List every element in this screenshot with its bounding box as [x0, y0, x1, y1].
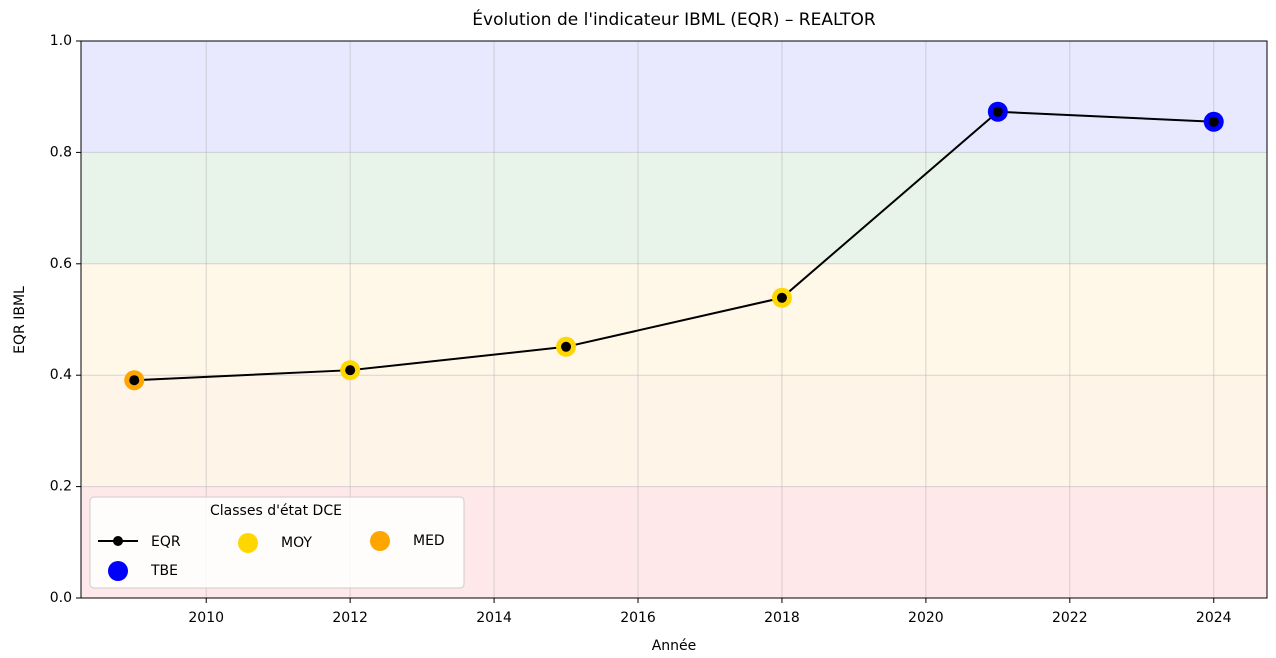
class-band — [81, 263, 1267, 376]
y-tick-label: 0.4 — [50, 367, 72, 383]
y-tick-label: 0.8 — [50, 144, 72, 160]
legend-marker — [370, 531, 390, 551]
series-line — [134, 110, 1214, 382]
legend-frame — [89, 496, 465, 589]
y-tick-label: 1.0 — [50, 33, 72, 49]
x-tick-label: 2010 — [188, 610, 224, 626]
y-tick-label: 0.6 — [50, 256, 72, 272]
point — [561, 341, 572, 352]
plot-frame — [80, 40, 1268, 599]
legend-label: MED — [413, 533, 445, 549]
x-tick-label: 2024 — [1196, 610, 1232, 626]
y-tick-label: 0.0 — [50, 590, 72, 606]
point — [776, 292, 787, 303]
x-tick-label: 2018 — [764, 610, 800, 626]
legend-label: MOY — [281, 535, 312, 551]
x-tick-label: 2016 — [620, 610, 656, 626]
legend-label: TBE — [150, 563, 178, 579]
legend: Classes d'état DCE EQR TBE MOY MED — [89, 496, 465, 589]
x-tick-label: 2014 — [476, 610, 512, 626]
legend-marker — [238, 533, 258, 553]
legend-title: Classes d'état DCE — [210, 503, 342, 519]
x-axis-label: Année — [652, 638, 697, 654]
class-band — [81, 152, 1267, 264]
y-tick-label: 0.2 — [50, 479, 72, 495]
legend-label: EQR — [151, 534, 181, 550]
chart-title: Évolution de l'indicateur IBML (EQR) – R… — [472, 8, 876, 30]
legend-marker — [108, 561, 128, 581]
point — [129, 375, 140, 386]
point — [345, 365, 356, 376]
point — [1208, 116, 1219, 127]
class-band — [81, 375, 1267, 487]
class-band — [81, 41, 1267, 153]
legend-point — [113, 536, 123, 546]
point — [992, 106, 1003, 117]
x-tick-label: 2012 — [332, 610, 368, 626]
y-axis-label: EQR IBML — [12, 286, 28, 354]
x-tick-label: 2020 — [908, 610, 944, 626]
x-tick-label: 2022 — [1052, 610, 1088, 626]
